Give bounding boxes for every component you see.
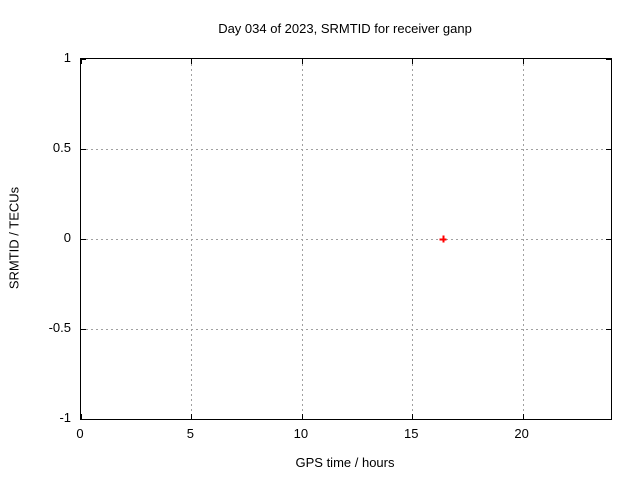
x-tick-mark: [191, 59, 193, 64]
y-tick-mark: [81, 329, 86, 330]
x-tick-label: 20: [514, 426, 529, 441]
x-tick-label: 0: [76, 426, 84, 441]
y-tick-label: -0.5: [48, 320, 71, 335]
y-tick-label: 0.5: [52, 140, 71, 155]
y-tick-mark: [606, 149, 611, 150]
x-tick-mark: [522, 414, 524, 419]
data-point-marker: [439, 235, 447, 243]
y-tick-label: 1: [63, 50, 71, 65]
gridline-vertical: [522, 59, 524, 419]
x-tick-mark: [81, 59, 82, 64]
gridline-horizontal: [81, 239, 611, 240]
y-tick-mark: [81, 419, 86, 420]
x-tick-mark: [301, 414, 303, 419]
x-tick-mark: [412, 59, 414, 64]
x-tick-label: 5: [186, 426, 195, 441]
y-tick-mark: [606, 239, 611, 240]
gridline-vertical: [412, 59, 414, 419]
y-tick-label: 0: [63, 230, 71, 245]
chart-title: Day 034 of 2023, SRMTID for receiver gan…: [218, 21, 472, 36]
gridline-horizontal: [81, 329, 611, 330]
gridline-vertical: [301, 59, 303, 419]
x-tick-label: 15: [404, 426, 419, 441]
x-tick-label: 10: [293, 426, 309, 441]
y-tick-mark: [81, 149, 86, 150]
y-tick-mark: [606, 329, 611, 330]
y-tick-mark: [81, 239, 86, 240]
x-tick-mark: [412, 414, 414, 419]
y-tick-label: -1: [59, 410, 71, 425]
x-tick-mark: [301, 59, 303, 64]
y-tick-mark: [606, 419, 611, 420]
y-tick-mark: [81, 59, 86, 60]
x-tick-mark: [191, 414, 193, 419]
x-tick-mark: [81, 414, 82, 419]
y-tick-mark: [606, 59, 611, 60]
x-tick-mark: [522, 59, 524, 64]
marker-vertical-bar: [442, 235, 445, 243]
gridline-horizontal: [81, 149, 611, 150]
plot-area: [80, 58, 612, 420]
x-axis-label: GPS time / hours: [295, 455, 395, 470]
gridline-vertical: [191, 59, 193, 419]
